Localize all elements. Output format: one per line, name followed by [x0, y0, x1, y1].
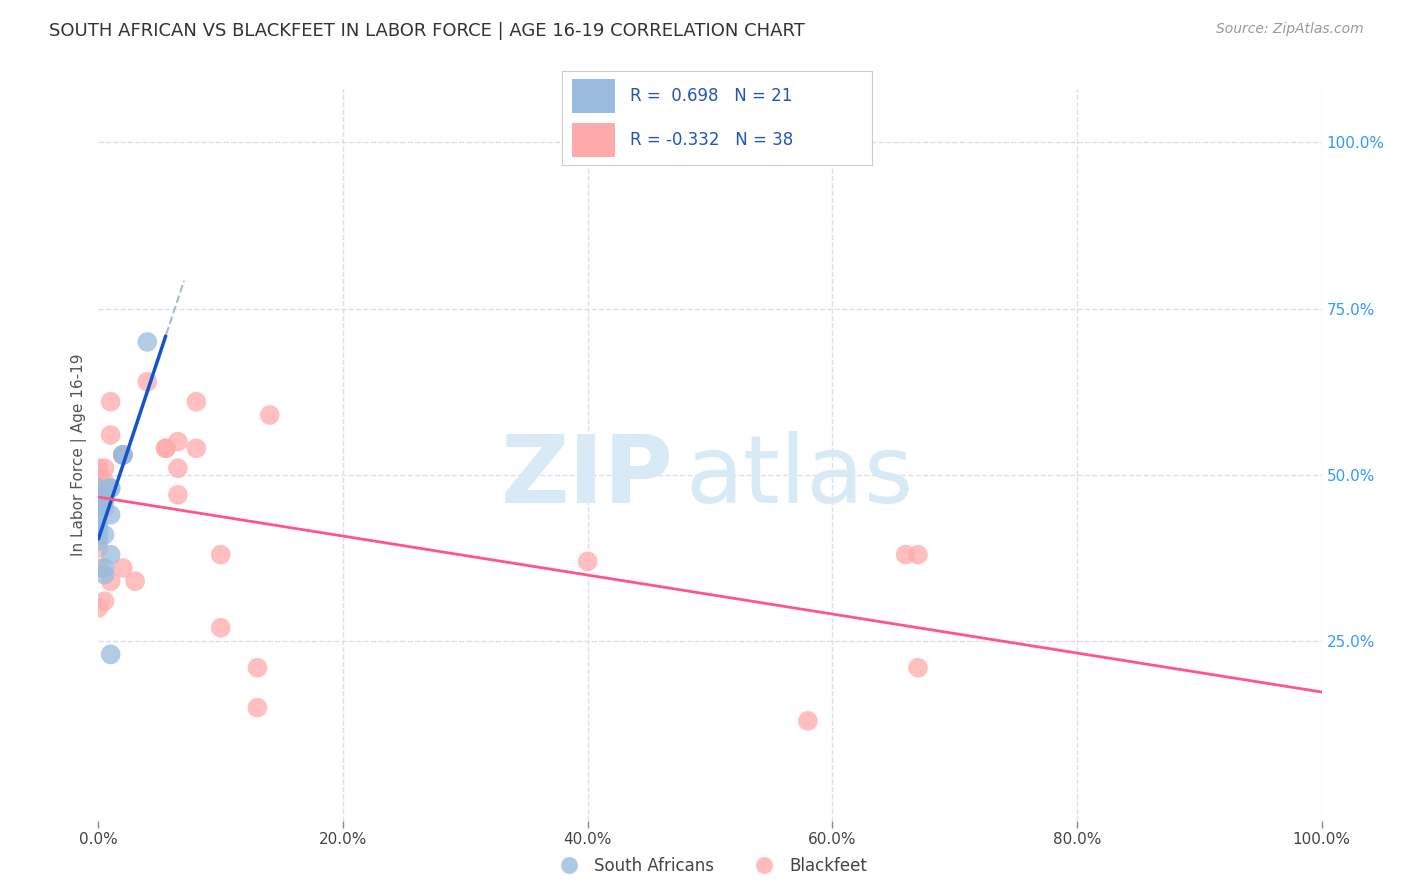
Point	[93, 494, 115, 508]
Point	[100, 648, 122, 662]
Point	[167, 461, 190, 475]
Point	[87, 475, 110, 489]
Point	[111, 448, 134, 462]
Point	[87, 515, 110, 529]
Point	[894, 548, 917, 562]
Point	[87, 494, 110, 508]
Point	[100, 394, 122, 409]
Point	[111, 448, 134, 462]
Point	[100, 481, 122, 495]
Point	[111, 561, 134, 575]
Point	[155, 442, 177, 456]
Point	[87, 501, 110, 516]
Point	[87, 508, 110, 522]
Point	[87, 467, 110, 482]
Point	[100, 548, 122, 562]
Point	[259, 408, 281, 422]
Legend: South Africans, Blackfeet: South Africans, Blackfeet	[546, 850, 875, 882]
Point	[797, 714, 820, 728]
FancyBboxPatch shape	[572, 123, 614, 157]
Point	[124, 574, 146, 589]
Text: SOUTH AFRICAN VS BLACKFEET IN LABOR FORCE | AGE 16-19 CORRELATION CHART: SOUTH AFRICAN VS BLACKFEET IN LABOR FORC…	[49, 22, 806, 40]
Point	[87, 467, 110, 482]
Point	[87, 481, 110, 495]
Point	[186, 394, 208, 409]
Point	[907, 661, 929, 675]
Text: atlas: atlas	[686, 431, 914, 523]
Point	[155, 442, 177, 456]
Point	[87, 527, 110, 541]
Point	[93, 561, 115, 575]
Point	[93, 475, 115, 489]
Point	[100, 508, 122, 522]
Y-axis label: In Labor Force | Age 16-19: In Labor Force | Age 16-19	[72, 353, 87, 557]
FancyBboxPatch shape	[572, 78, 614, 112]
Point	[93, 461, 115, 475]
Text: ZIP: ZIP	[501, 431, 673, 523]
Point	[167, 488, 190, 502]
Point	[93, 501, 115, 516]
Point	[100, 574, 122, 589]
Text: R = -0.332   N = 38: R = -0.332 N = 38	[630, 131, 794, 149]
Point	[87, 534, 110, 549]
Point	[111, 448, 134, 462]
Point	[246, 700, 269, 714]
Point	[93, 481, 115, 495]
Point	[136, 375, 159, 389]
Point	[87, 461, 110, 475]
Point	[136, 334, 159, 349]
Point	[186, 442, 208, 456]
Point	[87, 561, 110, 575]
Point	[93, 527, 115, 541]
Text: R =  0.698   N = 21: R = 0.698 N = 21	[630, 87, 793, 104]
Point	[111, 448, 134, 462]
Point	[576, 554, 599, 568]
Text: Source: ZipAtlas.com: Source: ZipAtlas.com	[1216, 22, 1364, 37]
Point	[87, 521, 110, 535]
Point	[907, 548, 929, 562]
Point	[100, 481, 122, 495]
Point	[87, 541, 110, 555]
Point	[100, 428, 122, 442]
Point	[87, 600, 110, 615]
Point	[93, 567, 115, 582]
Point	[93, 594, 115, 608]
Point	[209, 621, 232, 635]
Point	[167, 434, 190, 449]
Point	[246, 661, 269, 675]
Point	[87, 488, 110, 502]
Point	[209, 548, 232, 562]
Point	[87, 494, 110, 508]
